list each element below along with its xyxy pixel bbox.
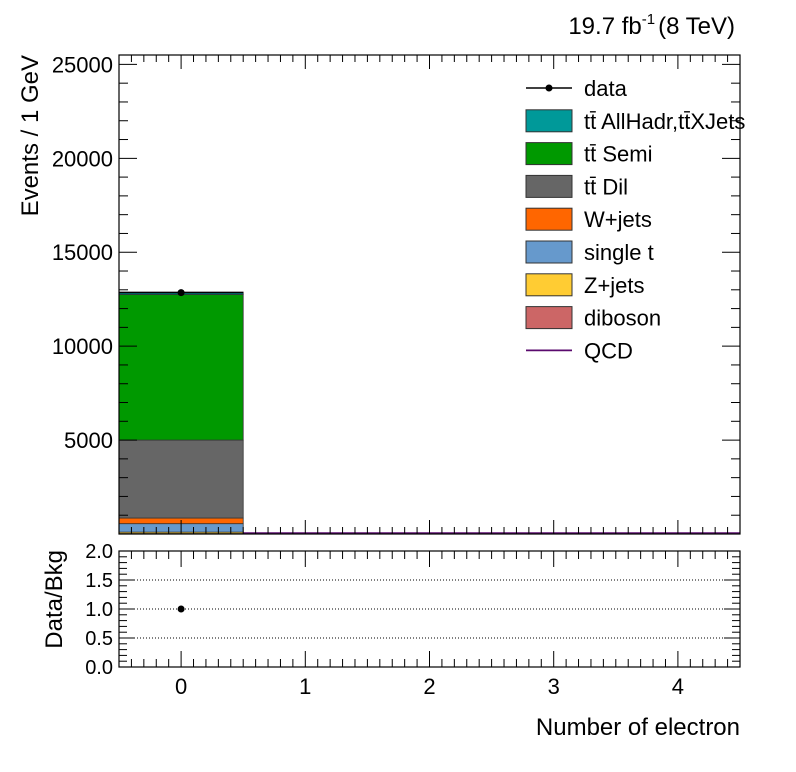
legend-item: diboson	[525, 306, 661, 331]
legend-swatch	[525, 207, 573, 231]
legend-item: tt̄ Semi	[525, 142, 652, 167]
legend-data-marker	[545, 84, 553, 92]
legend-swatch	[525, 142, 573, 166]
lumi-value: 19.7 fb	[568, 13, 641, 40]
bottom-ylabel: Data/Bkg	[41, 550, 68, 649]
ytick-label: 10000	[52, 334, 113, 359]
xtick-label: 3	[548, 674, 560, 699]
ytick-label: 25000	[52, 52, 113, 77]
legend-item: tt̄ Dil	[525, 174, 628, 199]
xtick-label: 1	[299, 674, 311, 699]
legend-swatch	[525, 306, 573, 330]
legend-label: tt̄ AllHadr,tt̄XJets	[584, 109, 745, 134]
legend-label: QCD	[584, 338, 633, 363]
legend-item: W+jets	[525, 207, 652, 232]
ytick-label: 5000	[64, 428, 113, 453]
ratio-panel: 0.0 0.5 1.0 1.5 2.0 0 1 2 3 4	[85, 541, 741, 699]
main-panel: 5000 10000 15000 20000 25000	[52, 52, 741, 535]
legend-label: diboson	[584, 306, 661, 331]
xlabel: Number of electron	[536, 714, 740, 741]
data-point	[177, 289, 185, 297]
legend-item: single t	[525, 240, 654, 265]
legend-item: Z+jets	[525, 273, 645, 298]
bar-tt-dil-bin-0	[118, 439, 244, 519]
legend-label: tt̄ Dil	[584, 174, 628, 199]
ratio-ytick-label: 1.5	[85, 570, 113, 592]
legend-item: QCD	[526, 338, 633, 363]
xtick-label: 0	[175, 674, 187, 699]
legend-label: Z+jets	[584, 273, 645, 298]
energy-label: (8 TeV)	[658, 13, 735, 40]
ratio-ytick-label: 1.0	[85, 599, 113, 621]
ratio-ytick-label: 0.5	[85, 628, 113, 650]
legend-item: data	[526, 76, 628, 101]
lumi-label: 19.7 fb-1 (8 TeV)	[568, 11, 735, 40]
legend-swatch	[525, 109, 573, 133]
legend-item: tt̄ AllHadr,tt̄XJets	[525, 109, 745, 134]
ratio-ytick-label: 0.0	[85, 657, 113, 679]
top-ylabel: Events / 1 GeV	[17, 55, 44, 216]
xtick-label: 4	[672, 674, 684, 699]
lumi-exponent: -1	[642, 11, 655, 28]
legend-label: tt̄ Semi	[584, 142, 652, 167]
bar-tt-semi-bin-0	[118, 294, 244, 441]
legend-label: data	[584, 76, 628, 101]
ytick-label: 15000	[52, 240, 113, 265]
legend-swatch	[525, 273, 573, 297]
legend-label: single t	[584, 240, 654, 265]
legend-swatch	[525, 174, 573, 198]
ratio-ytick-label: 2.0	[85, 541, 113, 563]
legend-swatch	[525, 240, 573, 264]
legend-label: W+jets	[584, 207, 652, 232]
ratio-point	[177, 605, 185, 613]
xtick-label: 2	[423, 674, 435, 699]
ytick-label: 20000	[52, 146, 113, 171]
legend: data tt̄ AllHadr,tt̄XJets tt̄ Semi tt̄ Dil W…	[525, 76, 745, 363]
